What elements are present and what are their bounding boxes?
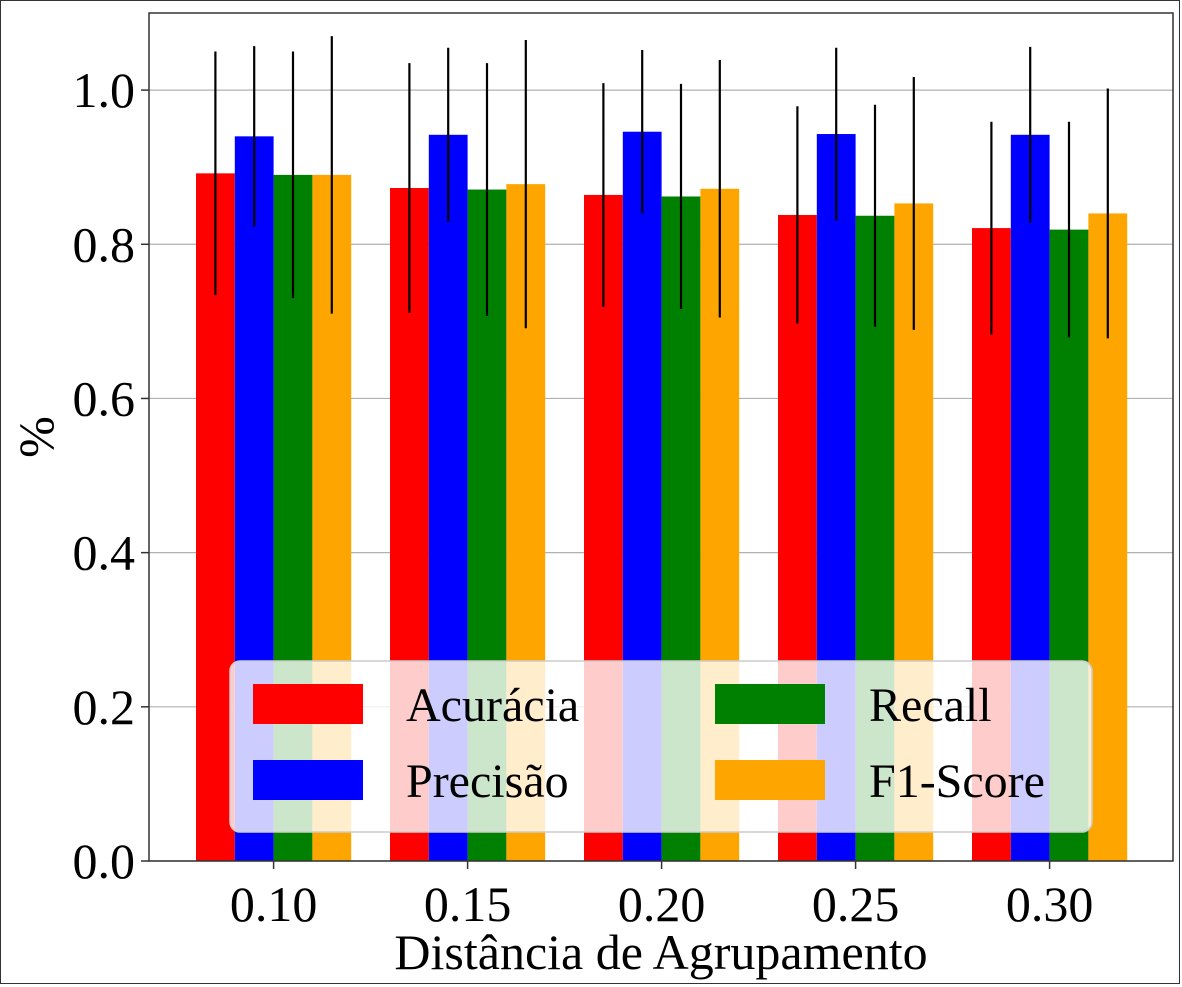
y-tick-label: 1.0 xyxy=(73,62,136,118)
x-tick-label: 0.15 xyxy=(424,876,512,932)
legend-label: Acurácia xyxy=(406,679,579,732)
y-tick-label: 0.0 xyxy=(73,833,136,889)
x-axis-label: Distância de Agrupamento xyxy=(394,924,927,980)
legend-label: Precisão xyxy=(406,755,569,808)
legend-swatch xyxy=(715,760,825,800)
error-bars xyxy=(214,36,1109,339)
legend: Acurácia Precisão Recall F1-Score xyxy=(229,660,1093,833)
legend-label: F1-Score xyxy=(869,755,1045,808)
y-tick-label: 0.8 xyxy=(73,216,136,272)
x-tick-label: 0.20 xyxy=(618,876,706,932)
y-tick-label: 0.4 xyxy=(73,525,136,581)
y-tick-label: 0.6 xyxy=(73,370,136,426)
legend-swatch xyxy=(715,684,825,724)
y-axis-label: % xyxy=(8,416,64,458)
legend-box xyxy=(229,660,1093,833)
x-tick-label: 0.10 xyxy=(230,876,318,932)
legend-swatch xyxy=(253,760,363,800)
y-tick-label: 0.2 xyxy=(73,679,136,735)
legend-swatch xyxy=(253,684,363,724)
axis-ticks: 0.0 0.2 0.4 0.6 0.8 1.0 0.10 0.15 0.20 0.25 0.30 xyxy=(73,62,1094,932)
x-tick-label: 0.25 xyxy=(812,876,900,932)
x-tick-label: 0.30 xyxy=(1006,876,1094,932)
legend-label: Recall xyxy=(869,679,992,732)
